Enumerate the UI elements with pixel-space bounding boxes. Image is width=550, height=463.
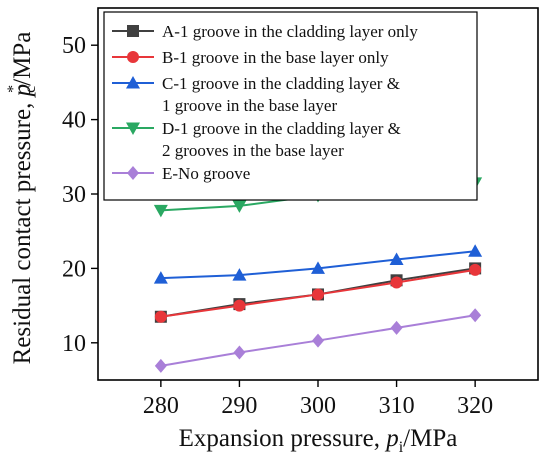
data-point <box>154 310 167 323</box>
data-point <box>469 263 482 276</box>
x-tick-label: 320 <box>457 393 493 419</box>
data-point <box>154 358 167 373</box>
legend-marker <box>127 25 139 37</box>
x-axis-title: Expansion pressure, pi/MPa <box>179 425 458 456</box>
legend-box <box>103 11 478 201</box>
y-tick-label: 30 <box>62 182 86 208</box>
data-point <box>312 288 324 301</box>
data-point <box>468 244 483 257</box>
legend-label: A-1 groove in the cladding layer only <box>162 22 418 41</box>
legend-marker <box>126 122 140 135</box>
y-tick-label: 20 <box>62 256 86 282</box>
data-point <box>233 299 246 312</box>
series-1 <box>154 263 482 323</box>
axis-titles: Expansion pressure, pi/MPa Residual conta… <box>5 32 457 456</box>
series-2 <box>153 244 483 284</box>
legend-label: D-1 groove in the cladding layer & <box>162 119 401 138</box>
legend-label: 1 groove in the base layer <box>162 96 337 115</box>
legend: A-1 groove in the cladding layer only B-1… <box>103 11 478 201</box>
x-tick-label: 300 <box>300 393 336 419</box>
legend-item: E-No groove <box>112 164 250 183</box>
y-tick-label: 10 <box>62 331 86 357</box>
legend-label: E-No groove <box>162 164 250 183</box>
legend-marker <box>127 166 139 180</box>
data-point <box>233 345 246 360</box>
x-tick-label: 310 <box>379 393 415 419</box>
legend-item: D-1 groove in the cladding layer & 2 groo… <box>112 119 401 160</box>
legend-item: B-1 groove in the base layer only <box>112 48 389 67</box>
data-point <box>153 204 168 218</box>
legend-label: B-1 groove in the base layer only <box>162 48 389 67</box>
y-tick-label: 50 <box>62 33 86 59</box>
legend-label: 2 grooves in the base layer <box>162 141 344 160</box>
legend-marker <box>127 51 139 63</box>
axes-layer: 280 290 300 310 320 10 20 30 40 50 <box>62 33 493 419</box>
series-layer <box>153 177 483 373</box>
legend-item: A-1 groove in the cladding layer only <box>112 22 418 41</box>
data-point <box>232 200 247 213</box>
x-tick-label: 290 <box>221 393 257 419</box>
series-4 <box>154 308 482 373</box>
data-point <box>153 271 168 284</box>
data-point <box>232 268 247 281</box>
legend-marker <box>126 76 140 89</box>
data-point <box>312 333 324 348</box>
legend-label: C-1 groove in the cladding layer & <box>162 74 400 93</box>
data-point <box>469 308 482 323</box>
data-point <box>390 276 403 289</box>
x-tick-label: 280 <box>143 393 179 419</box>
data-point <box>390 320 403 335</box>
y-axis-title: Residual contact pressure, p*c/MPa <box>5 32 39 365</box>
data-point <box>311 261 325 274</box>
y-tick-label: 40 <box>62 108 86 134</box>
legend-item: C-1 groove in the cladding layer & 1 groo… <box>112 74 400 115</box>
data-point <box>389 252 404 265</box>
